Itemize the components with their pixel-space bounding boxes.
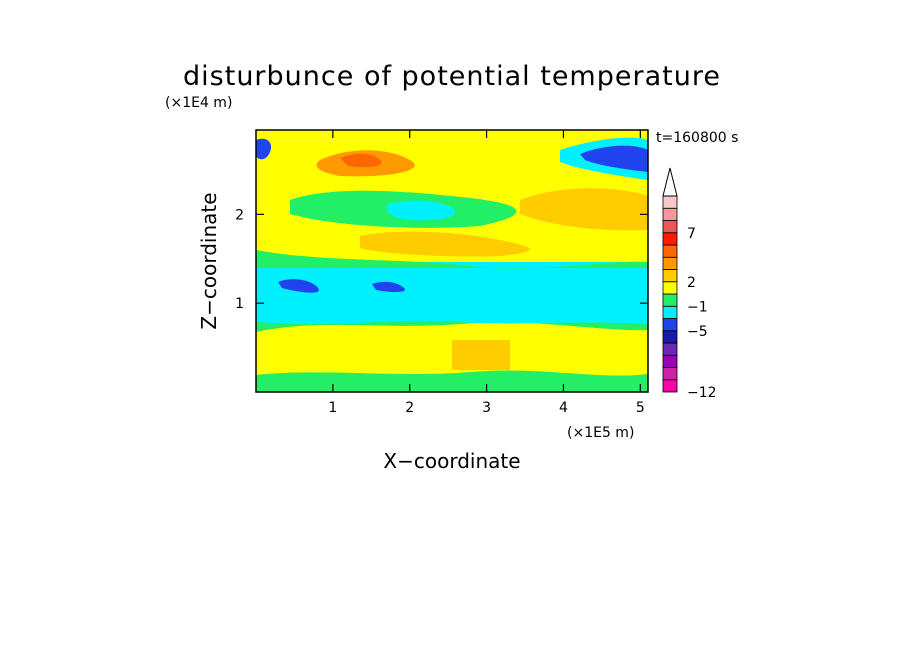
colorbar-level (662, 354, 678, 368)
contour-band-cyan (256, 262, 648, 324)
y-tick-label: 2 (235, 207, 244, 223)
colorbar-tick-label: −5 (687, 324, 708, 340)
colorbar-tick-label: 7 (687, 226, 696, 242)
contour-boundary-green (256, 370, 648, 392)
chart-title: disturbunce of potential temperature (183, 61, 721, 92)
colorbar-level (662, 220, 678, 234)
y-tick-label: 1 (235, 296, 244, 312)
contour-right-orange (520, 188, 648, 231)
colorbar-level (662, 244, 678, 258)
x-tick-label: 3 (482, 400, 491, 416)
colorbar-level (662, 293, 678, 307)
x-axis-ticks: 1 2 3 4 5 (328, 130, 645, 416)
colorbar-level (662, 318, 678, 332)
colorbar-extend-arrow (662, 167, 678, 197)
x-tick-label: 1 (328, 400, 337, 416)
colorbar-level (662, 269, 678, 283)
colorbar-level (662, 367, 678, 381)
colorbar-level (662, 305, 678, 319)
x-tick-label: 2 (405, 400, 414, 416)
colorbar-level (662, 256, 678, 270)
time-label: t=160800 s (656, 130, 738, 146)
x-tick-label: 4 (559, 400, 568, 416)
contour-transition-green (256, 250, 648, 269)
colorbar-level (662, 379, 678, 393)
colorbar-tick-label: −1 (687, 299, 708, 315)
y-axis-label: Z−coordinate (197, 192, 221, 329)
x-scale-note: (×1E5 m) (567, 425, 634, 441)
colorbar-level (662, 207, 678, 221)
contour-upper-cyan (386, 200, 456, 221)
y-axis-ticks: 12 (235, 207, 648, 312)
x-tick-label: 5 (636, 400, 645, 416)
contour-streak-right (372, 281, 405, 292)
colorbar-level (662, 232, 678, 246)
contour-top-right-blue (580, 145, 648, 172)
colorbar-level (662, 330, 678, 344)
y-scale-note: (×1E4 m) (165, 95, 232, 111)
colorbar: −12−5−127 (662, 167, 717, 401)
colorbar-tick-label: −12 (687, 385, 717, 401)
contour-lower-orange (452, 340, 510, 370)
contour-orange-core (340, 153, 382, 168)
colorbar-level (662, 281, 678, 295)
contour-field (256, 130, 648, 392)
colorbar-level (662, 195, 678, 209)
plot-frame (255, 129, 649, 393)
contour-top-left-blue (256, 138, 272, 160)
x-axis-label: X−coordinate (383, 449, 520, 473)
colorbar-tick-label: 2 (687, 275, 696, 291)
contour-upper-orange (360, 231, 530, 257)
colorbar-level (662, 342, 678, 356)
contour-streak-left (278, 279, 319, 293)
